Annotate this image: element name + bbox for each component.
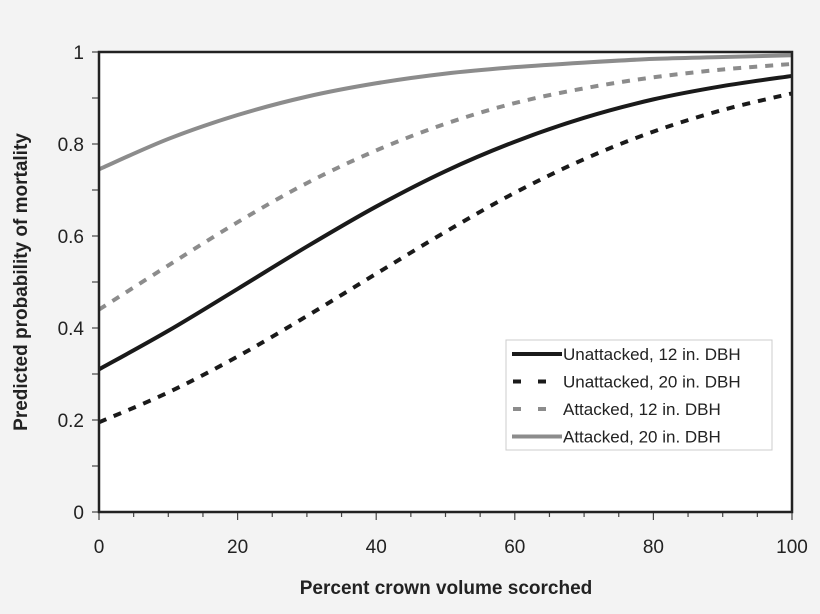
x-tick-label: 0 (94, 537, 105, 558)
legend-label: Attacked, 20 in. DBH (563, 428, 721, 447)
series-line-2 (97, 61, 793, 312)
x-axis-title: Percent crown volume scorched (300, 578, 593, 599)
y-tick-label: 0.4 (58, 319, 85, 340)
x-tick-label: 40 (366, 537, 387, 558)
y-tick-label: 1 (73, 43, 84, 64)
x-tick-label: 80 (643, 537, 664, 558)
series-line-3 (98, 53, 793, 172)
y-tick-label: 0.8 (58, 135, 84, 156)
y-tick-label: 0 (73, 503, 84, 524)
legend: Unattacked, 12 in. DBH Unattacked, 20 in.… (505, 339, 773, 451)
series-line-0 (98, 73, 793, 372)
series-line-1 (98, 91, 793, 425)
y-axis-title: Predicted probability of mortality (11, 133, 32, 431)
y-tick-label: 0.6 (58, 227, 84, 248)
legend-label: Attacked, 12 in. DBH (563, 400, 721, 419)
legend-box (505, 339, 773, 451)
x-tick-label: 20 (227, 537, 248, 558)
plot-frame (97, 50, 794, 514)
legend-label: Unattacked, 20 in. DBH (563, 373, 741, 392)
y-tick-label: 0.2 (58, 411, 84, 432)
legend-label: Unattacked, 12 in. DBH (563, 345, 741, 364)
x-tick-label: 60 (504, 537, 525, 558)
x-tick-label: 100 (776, 537, 808, 558)
